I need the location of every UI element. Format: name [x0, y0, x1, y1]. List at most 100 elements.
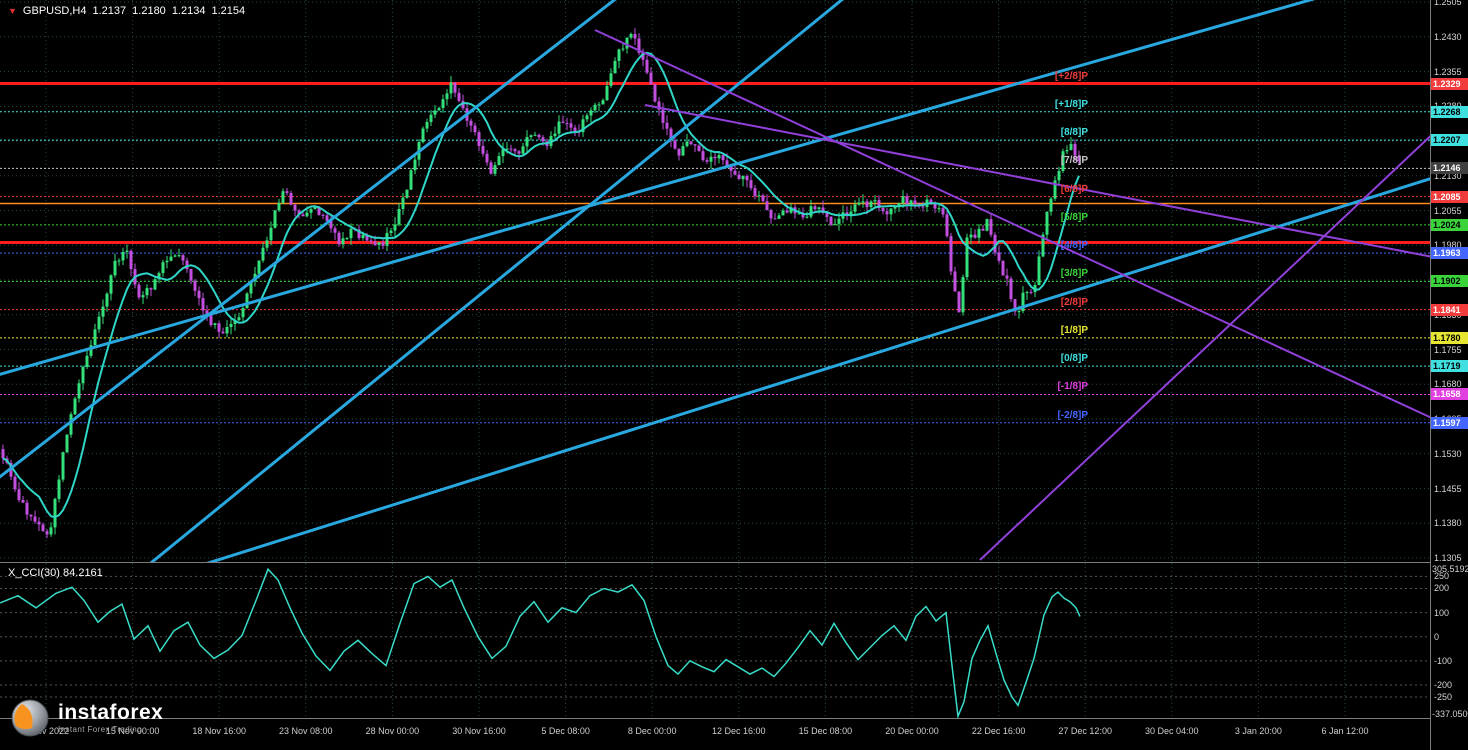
- trendline[interactable]: [644, 104, 1430, 268]
- candle-body: [517, 151, 521, 154]
- candle-body: [381, 242, 385, 246]
- time-axis[interactable]: 8 Nov 2022 15 Nov 00:00 18 Nov 16:00 23 Nov…: [0, 718, 1430, 750]
- candle-body: [221, 331, 225, 334]
- candle-body: [573, 127, 577, 132]
- murrey-label: [2/8]P: [1060, 296, 1088, 308]
- price-badge: 1.1902: [1431, 275, 1468, 288]
- candle-body: [1021, 292, 1025, 312]
- pane-separator[interactable]: [0, 562, 1430, 563]
- indicator-value: 84.2161: [63, 567, 103, 579]
- candle-body: [721, 155, 725, 161]
- cci-level-label: 200: [1434, 583, 1450, 594]
- candle-body: [321, 214, 325, 216]
- candle-body: [13, 476, 17, 490]
- candle-body: [425, 122, 429, 129]
- price-tick: 1.1980: [1434, 240, 1462, 251]
- candle-body: [553, 133, 557, 137]
- time-tick: 27 Dec 12:00: [1058, 726, 1112, 736]
- price-badge: 1.2024: [1431, 218, 1468, 231]
- cci-indicator-chart[interactable]: [0, 563, 1430, 718]
- time-tick: 28 Nov 00:00: [365, 726, 420, 736]
- candle-body: [105, 293, 109, 307]
- instaforex-logo-icon: [11, 699, 49, 737]
- candle-body: [677, 148, 681, 156]
- trendline[interactable]: [594, 29, 1430, 445]
- candle-body: [161, 262, 165, 274]
- candle-body: [745, 176, 749, 181]
- candle-body: [241, 308, 245, 318]
- candle-body: [749, 180, 753, 189]
- candle-body: [441, 99, 445, 108]
- candle-body: [21, 499, 25, 503]
- candle-body: [821, 207, 825, 213]
- candle-body: [741, 176, 745, 180]
- candle-body: [117, 260, 121, 262]
- candle-body: [665, 122, 669, 129]
- candle-body: [709, 156, 713, 162]
- candle-body: [41, 524, 45, 532]
- candle-body: [1017, 311, 1021, 313]
- candle-body: [257, 260, 261, 274]
- price-badge: 1.1597: [1431, 416, 1468, 429]
- candle-body: [501, 149, 505, 157]
- price-chart[interactable]: [0, 0, 1430, 562]
- candle-body: [961, 277, 965, 313]
- murrey-label: [+2/8]P: [1054, 70, 1088, 82]
- candle-body: [497, 156, 501, 166]
- candle-body: [1037, 256, 1041, 286]
- candle-body: [521, 146, 525, 154]
- price-axis[interactable]: 1.25051.24301.23551.22801.22051.21301.20…: [1430, 0, 1468, 750]
- candle-body: [865, 201, 869, 208]
- candle-body: [469, 120, 473, 126]
- candle-body: [345, 238, 349, 240]
- candle-body: [837, 218, 841, 224]
- price-tick: 1.1455: [1434, 483, 1462, 494]
- instaforex-watermark: instaforex Instant Forex Trading: [10, 698, 163, 738]
- price-tick: 1.2505: [1434, 0, 1462, 7]
- candle-body: [401, 197, 405, 210]
- candle-body: [641, 52, 645, 60]
- candle-body: [613, 60, 617, 74]
- trendline[interactable]: [979, 80, 1430, 561]
- candle-body: [617, 49, 621, 61]
- price-tick: 1.1680: [1434, 379, 1462, 390]
- candle-body: [589, 110, 593, 116]
- time-tick: 15 Dec 08:00: [798, 726, 853, 736]
- candle-body: [157, 273, 161, 280]
- candle-body: [377, 242, 381, 245]
- candle-body: [229, 324, 233, 328]
- candle-body: [809, 206, 813, 217]
- candle-body: [869, 201, 873, 208]
- trendline[interactable]: [170, 160, 1430, 562]
- candle-body: [505, 148, 509, 150]
- candle-body: [233, 320, 237, 325]
- candle-body: [1073, 143, 1077, 156]
- time-tick: 18 Nov 16:00: [192, 726, 246, 736]
- candle-body: [725, 160, 729, 167]
- candle-body: [25, 502, 29, 515]
- cci-level-label: 100: [1434, 607, 1450, 618]
- candle-body: [969, 234, 973, 238]
- candle-body: [1005, 275, 1009, 279]
- candle-body: [309, 209, 313, 213]
- candle-body: [669, 128, 673, 141]
- candle-body: [165, 260, 169, 263]
- murrey-label: [4/8]P: [1060, 240, 1088, 252]
- price-tick: 1.2130: [1434, 170, 1462, 181]
- candle-body: [485, 153, 489, 163]
- candle-body: [789, 207, 793, 213]
- price-badge: 1.1658: [1431, 388, 1468, 401]
- trendline[interactable]: [0, 0, 1380, 380]
- candle-body: [529, 135, 533, 138]
- candle-body: [245, 293, 249, 309]
- candle-body: [297, 210, 301, 215]
- trendline[interactable]: [0, 0, 640, 500]
- time-tick: 20 Dec 00:00: [885, 726, 939, 736]
- price-badge: 1.1780: [1431, 331, 1468, 344]
- trendline[interactable]: [130, 0, 860, 562]
- candle-body: [929, 199, 933, 205]
- candle-body: [569, 123, 573, 128]
- candle-body: [333, 228, 337, 233]
- time-tick: 3 Jan 20:00: [1234, 726, 1282, 736]
- candle-body: [313, 207, 317, 210]
